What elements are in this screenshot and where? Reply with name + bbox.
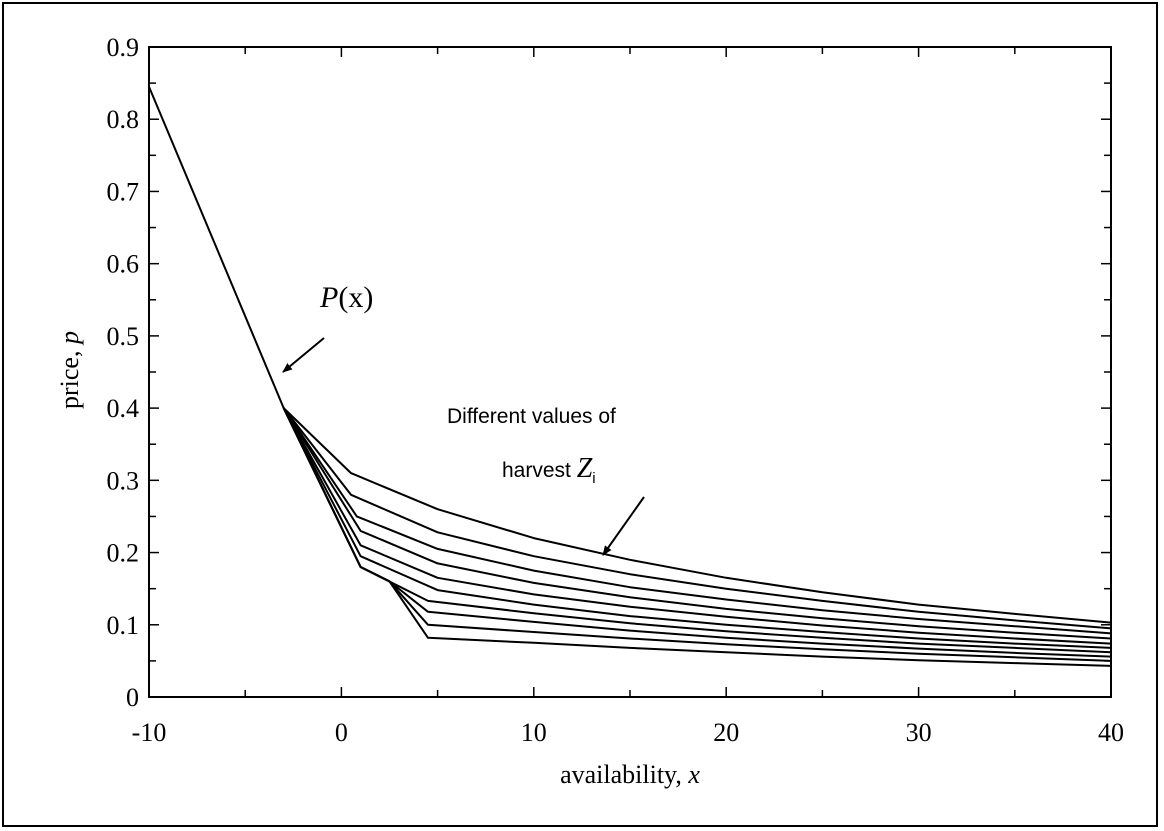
x-axis-title: availability, x bbox=[560, 760, 700, 789]
x-tick-label: -10 bbox=[132, 718, 167, 747]
annotation-harvest-prefix: harvest bbox=[502, 459, 577, 482]
annotation-px-italic: P bbox=[319, 281, 338, 314]
series-line-harvest-1 bbox=[283, 407, 1112, 624]
y-axis-title: price, p bbox=[55, 331, 84, 409]
y-tick-label: 0.7 bbox=[107, 177, 140, 206]
series-line-harvest-3 bbox=[282, 407, 1112, 635]
tick-labels: -10 0 10 20 30 40 0 0.1 0.2 0.3 0.4 0.5 0.6 0.7 0.8 0.9 bbox=[107, 33, 1125, 747]
y-tick-label: 0.5 bbox=[107, 322, 140, 351]
annotation-px-arrow bbox=[282, 337, 325, 373]
series-line-harvest-6 bbox=[282, 407, 1112, 649]
series-line-harvest-7 bbox=[282, 407, 1112, 654]
annotation-harvest-arrow bbox=[602, 496, 645, 556]
x-tick-label: 20 bbox=[713, 718, 739, 747]
annotation-harvest: Different values of harvest Zi bbox=[447, 405, 645, 556]
x-axis-title-var: x bbox=[687, 760, 700, 789]
x-tick-label: 40 bbox=[1098, 718, 1124, 747]
annotation-harvest-sub: i bbox=[592, 470, 595, 487]
y-tick-label: 0.6 bbox=[107, 250, 140, 279]
y-tick-label: 0.4 bbox=[107, 394, 140, 423]
x-tick-label: 0 bbox=[335, 718, 348, 747]
series-line-p-of-x bbox=[148, 86, 285, 409]
data-series bbox=[148, 86, 1112, 667]
y-axis-title-main: price, bbox=[55, 344, 84, 409]
plot-area-border bbox=[148, 46, 1112, 698]
annotation-harvest-var: Z bbox=[577, 453, 593, 484]
annotation-harvest-line1: Different values of bbox=[447, 405, 616, 428]
y-tick-label: 0.8 bbox=[107, 105, 140, 134]
annotation-px-rest: (x) bbox=[338, 281, 373, 314]
svg-text:harvest Zi: harvest Zi bbox=[502, 453, 596, 487]
y-tick-label: 0.3 bbox=[107, 466, 140, 495]
y-tick-label: 0.9 bbox=[107, 33, 140, 62]
series-line-harvest-8 bbox=[282, 407, 1112, 658]
x-axis-title-main: availability, bbox=[560, 760, 688, 789]
axis-ticks bbox=[148, 46, 1112, 698]
y-axis-title-var: p bbox=[55, 331, 84, 346]
annotation-px: P(x) bbox=[282, 281, 373, 373]
x-tick-label: 10 bbox=[521, 718, 547, 747]
series-line-harvest-4 bbox=[282, 407, 1112, 640]
y-tick-label: 0.2 bbox=[107, 539, 140, 568]
x-tick-label: 30 bbox=[906, 718, 932, 747]
series-line-harvest-2 bbox=[282, 407, 1112, 630]
svg-text:P(x): P(x) bbox=[319, 281, 373, 314]
series-line-harvest-10 bbox=[282, 407, 1112, 667]
y-tick-label: 0 bbox=[126, 683, 139, 712]
series-line-harvest-5 bbox=[282, 407, 1112, 645]
y-tick-label: 0.1 bbox=[107, 611, 140, 640]
